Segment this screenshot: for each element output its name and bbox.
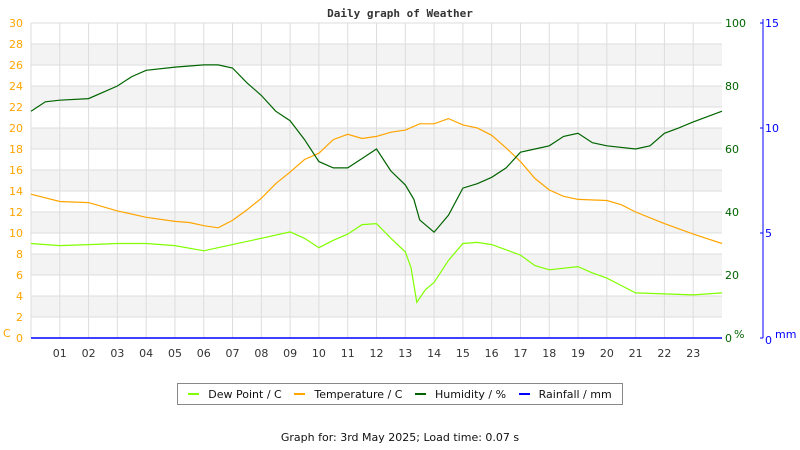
- rain-tick-label: 0: [765, 334, 772, 347]
- x-tick-label: 23: [686, 347, 700, 360]
- left-tick-label: 14: [9, 185, 23, 198]
- legend-label: Temperature / C: [314, 387, 403, 401]
- legend-label: Dew Point / C: [208, 387, 282, 401]
- x-tick-label: 14: [427, 347, 441, 360]
- legend-swatch: [518, 393, 530, 395]
- x-tick-label: 09: [283, 347, 297, 360]
- left-tick-label: 16: [9, 164, 23, 177]
- right-axis-label: %: [734, 328, 744, 341]
- right-tick-label: 100: [725, 17, 746, 30]
- left-tick-label: 0: [16, 332, 23, 345]
- legend-swatch: [188, 393, 200, 395]
- legend-item-temperature: Temperature / C: [294, 388, 402, 401]
- right-tick-label: 60: [725, 143, 739, 156]
- x-tick-label: 17: [513, 347, 527, 360]
- rain-tick-label: 5: [765, 227, 772, 240]
- legend-item-dew-point: Dew Point / C: [188, 387, 282, 401]
- left-tick-label: 12: [9, 206, 23, 219]
- left-tick-label: 30: [9, 17, 23, 30]
- x-tick-label: 11: [341, 347, 355, 360]
- x-tick-label: 10: [312, 347, 326, 360]
- series-line-humidity: [30, 64, 723, 234]
- footer-status: Graph for: 3rd May 2025; Load time: 0.07…: [280, 431, 520, 444]
- x-tick-label: 22: [657, 347, 671, 360]
- rain-tick-label: 15: [765, 17, 779, 30]
- right-tick-label: 20: [725, 269, 739, 282]
- legend-swatch: [415, 393, 427, 395]
- legend-item-humidity: Humidity / %: [415, 388, 506, 401]
- legend-item-rainfall: Rainfall / mm: [518, 387, 612, 401]
- x-tick-label: 07: [226, 347, 240, 360]
- x-tick-label: 01: [53, 347, 67, 360]
- rain-axis-label: mm: [775, 328, 796, 341]
- left-tick-label: 8: [16, 248, 23, 261]
- x-tick-label: 19: [571, 347, 585, 360]
- legend-label: Humidity / %: [435, 387, 507, 401]
- left-tick-label: 26: [9, 59, 23, 72]
- chart-title: Daily graph of Weather: [327, 7, 473, 20]
- x-tick-label: 15: [456, 347, 470, 360]
- left-tick-label: 4: [16, 290, 23, 303]
- x-tick-label: 03: [110, 347, 124, 360]
- x-tick-label: 20: [600, 347, 614, 360]
- right-tick-label: 40: [725, 206, 739, 219]
- x-tick-label: 21: [629, 347, 643, 360]
- legend: Dew Point / C Temperature / C Humidity /…: [177, 383, 623, 405]
- x-tick-label: 04: [139, 347, 153, 360]
- x-tick-label: 16: [485, 347, 499, 360]
- left-tick-label: 18: [9, 143, 23, 156]
- x-tick-label: 18: [542, 347, 556, 360]
- x-tick-label: 12: [370, 347, 384, 360]
- left-tick-label: 24: [9, 80, 23, 93]
- x-tick-label: 05: [168, 347, 182, 360]
- rain-tick-label: 10: [765, 122, 779, 135]
- left-tick-label: 10: [9, 227, 23, 240]
- left-axis-label: C: [3, 327, 11, 340]
- right-tick-label: 0: [725, 332, 732, 345]
- left-tick-label: 2: [16, 311, 23, 324]
- left-tick-label: 20: [9, 122, 23, 135]
- left-tick-label: 6: [16, 269, 23, 282]
- legend-swatch: [294, 393, 306, 395]
- x-tick-label: 08: [254, 347, 268, 360]
- series-line-dew: [30, 222, 723, 304]
- x-tick-label: 13: [398, 347, 412, 360]
- series-line-temperature: [30, 117, 723, 245]
- left-tick-label: 28: [9, 38, 23, 51]
- legend-label: Rainfall / mm: [538, 387, 612, 401]
- right-tick-label: 80: [725, 80, 739, 93]
- left-tick-label: 22: [9, 101, 23, 114]
- x-tick-label: 06: [197, 347, 211, 360]
- x-tick-label: 02: [82, 347, 96, 360]
